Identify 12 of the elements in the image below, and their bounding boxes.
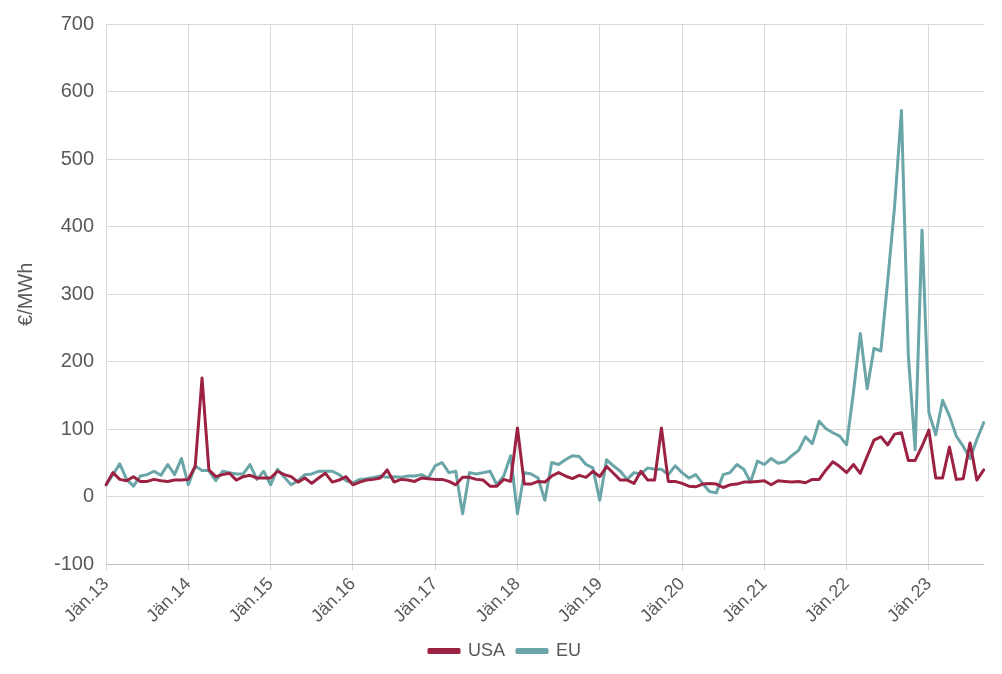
- y-tick-label: 0: [82, 484, 95, 507]
- y-axis-title: €/MWh: [13, 262, 36, 326]
- y-tick-label: 700: [60, 11, 95, 34]
- y-tick-label: 300: [60, 281, 95, 304]
- y-tick-label: 200: [60, 349, 95, 372]
- y-tick-label: 600: [60, 79, 95, 102]
- y-tick-label: -100: [54, 552, 95, 575]
- legend-label: EU: [556, 639, 582, 660]
- y-tick-label: 400: [60, 214, 95, 237]
- y-tick-label: 100: [60, 416, 95, 439]
- legend-label: USA: [467, 639, 506, 660]
- y-tick-label: 500: [60, 146, 95, 169]
